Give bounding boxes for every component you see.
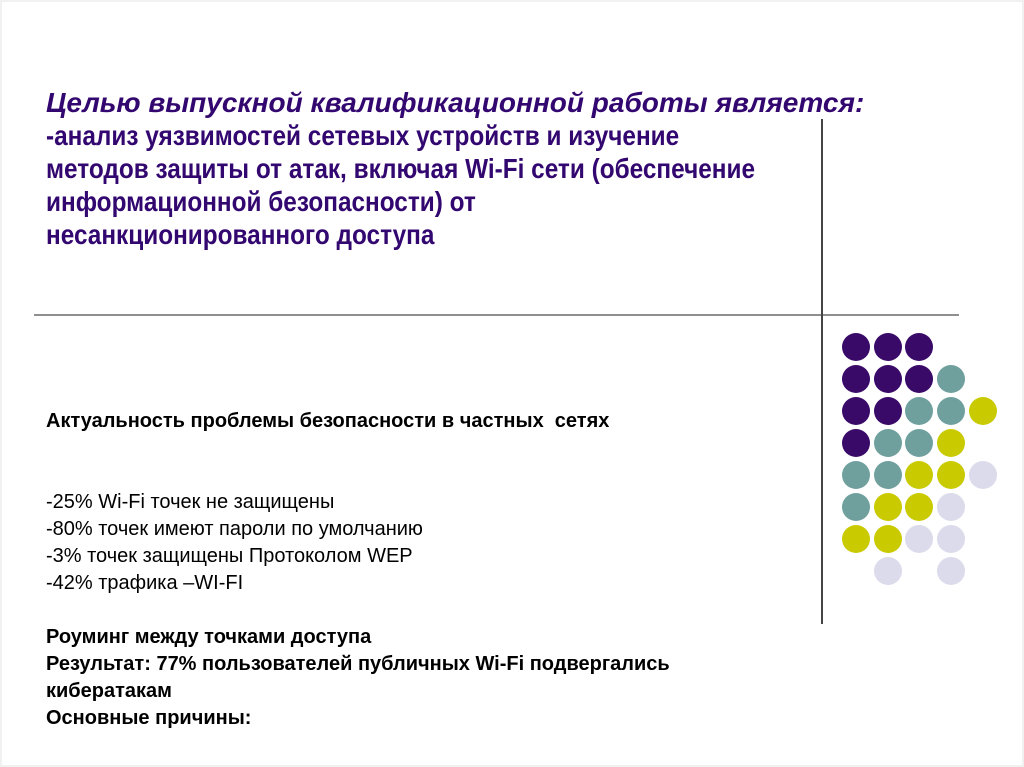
title-line: -анализ уязвимостей сетевых устройств и … (46, 120, 680, 151)
purple-dot (873, 365, 902, 393)
purple-dot (873, 333, 902, 361)
teal-dot (873, 429, 902, 457)
dot-grid (840, 331, 998, 587)
yellow-dot (873, 493, 902, 521)
lavender-dot (905, 525, 934, 553)
title-line: несанкционированного доступа (46, 219, 435, 250)
yellow-dot (841, 525, 870, 553)
section-security-stats: Актуальность проблемы безопасности в час… (46, 354, 746, 759)
teal-dot (905, 429, 934, 457)
yellow-dot (936, 461, 965, 489)
purple-dot (873, 397, 902, 425)
purple-dot (841, 429, 870, 457)
purple-dot (841, 365, 870, 393)
stats-list: -25% Wi-Fi точек не защищены -80% точек и… (46, 489, 746, 597)
result-text: Результат: 77% пользователей публичных W… (46, 653, 676, 702)
lavender-dot (936, 493, 965, 521)
teal-dot (841, 461, 870, 489)
stat-item: -3% точек защищены Протоколом WEP (46, 545, 413, 567)
teal-dot (905, 397, 934, 425)
yellow-dot (873, 525, 902, 553)
section-subheading: Основные причины: (46, 707, 252, 729)
yellow-dot (968, 397, 997, 425)
slide-title: Целью выпускной квалификационной работы … (46, 86, 926, 251)
purple-dot (841, 397, 870, 425)
teal-dot (936, 397, 965, 425)
title-line: методов защиты от атак, включая Wi-Fi се… (46, 153, 756, 184)
title-line: информационной безопасности) от (46, 186, 476, 217)
teal-dot (936, 365, 965, 393)
section-roaming: Роуминг между точками доступа Основные п… (46, 570, 746, 765)
yellow-dot (905, 461, 934, 489)
lavender-dot (968, 461, 997, 489)
yellow-dot (936, 429, 965, 457)
horizontal-divider (34, 314, 959, 316)
lavender-dot (936, 525, 965, 553)
teal-dot (873, 461, 902, 489)
stat-item: -42% трафика –WI-FI (46, 572, 244, 594)
section-heading: Актуальность проблемы безопасности в час… (46, 410, 610, 432)
vertical-divider (821, 119, 823, 624)
lavender-dot (873, 557, 902, 585)
stat-item: -80% точек имеют пароли по умолчанию (46, 518, 423, 540)
lavender-dot (936, 557, 965, 585)
section-heading: Роуминг между точками доступа (46, 626, 372, 648)
teal-dot (841, 493, 870, 521)
purple-dot (841, 333, 870, 361)
purple-dot (905, 365, 934, 393)
stat-item: -25% Wi-Fi точек не защищены (46, 491, 335, 513)
purple-dot (905, 333, 934, 361)
title-line: Целью выпускной квалификационной работы … (46, 87, 865, 118)
yellow-dot (905, 493, 934, 521)
